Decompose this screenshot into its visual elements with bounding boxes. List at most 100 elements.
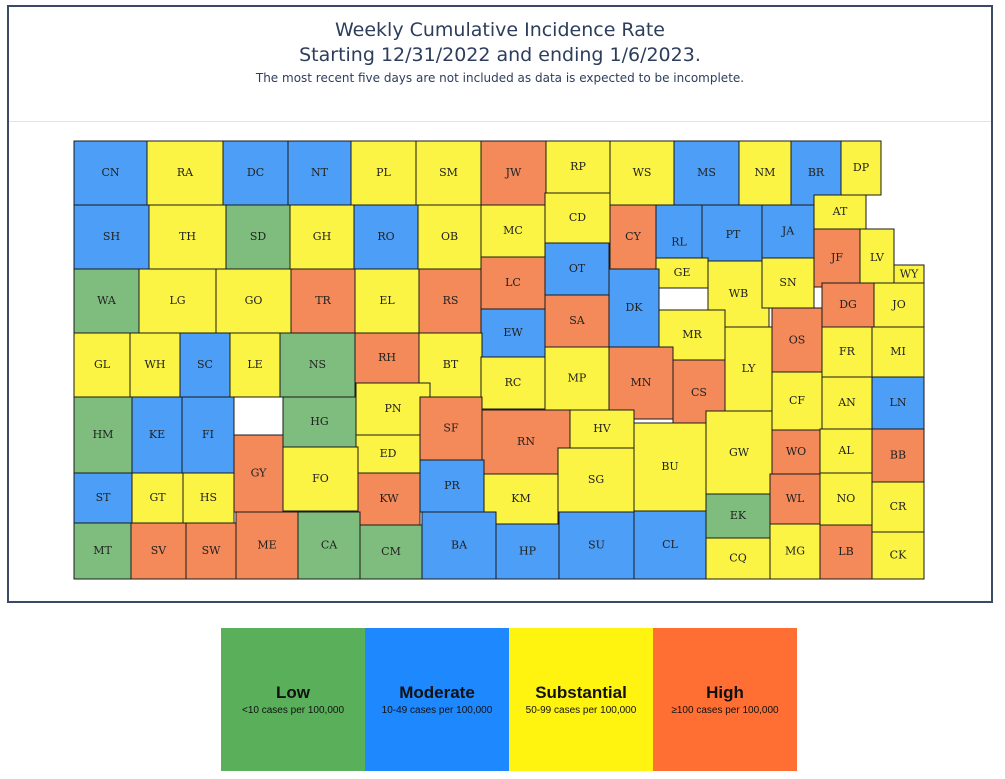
county-sv: SV: [130, 522, 187, 580]
county-cy: CY: [609, 204, 657, 270]
county-tr: TR: [290, 268, 356, 334]
county-shape: [480, 204, 546, 258]
county-jf: JF: [813, 228, 861, 288]
county-ws: WS: [609, 140, 675, 206]
county-ob: OB: [417, 204, 482, 270]
county-label: HV: [593, 422, 612, 435]
county-shape: [769, 523, 821, 580]
county-shape: [355, 434, 421, 474]
county-fo: FO: [282, 446, 359, 512]
county-shape: [359, 524, 423, 580]
county-cm: CM: [359, 524, 423, 580]
county-go: GO: [215, 268, 292, 334]
county-rs: RS: [418, 268, 483, 334]
county-label: JW: [505, 166, 522, 179]
county-ck: CK: [871, 531, 925, 580]
county-ms: MS: [673, 140, 740, 206]
county-sw: SW: [185, 522, 237, 580]
county-label: SV: [151, 544, 168, 557]
county-label: LE: [247, 358, 262, 371]
county-mc: MC: [480, 204, 546, 258]
county-label: KE: [149, 428, 165, 441]
county-shape: [705, 410, 773, 496]
county-sd: SD: [225, 204, 291, 270]
county-shape: [705, 537, 771, 580]
county-label: RP: [570, 160, 586, 173]
county-lb: LB: [819, 524, 873, 580]
county-ge: GE: [655, 257, 709, 289]
county-label: GE: [674, 266, 691, 279]
county-label: MN: [631, 376, 652, 389]
county-jo: JO: [873, 282, 925, 328]
county-sn: SN: [761, 257, 815, 309]
county-label: BT: [443, 358, 459, 371]
county-label: GY: [251, 467, 268, 480]
county-label: OT: [569, 262, 586, 275]
county-ra: RA: [146, 140, 224, 206]
county-label: TR: [315, 294, 331, 307]
county-shape: [73, 204, 150, 270]
county-rh: RH: [354, 332, 420, 384]
county-label: CN: [101, 166, 119, 179]
county-rn: RN: [481, 409, 571, 475]
county-shape: [821, 376, 873, 430]
county-ke: KE: [131, 396, 183, 474]
county-shape: [771, 371, 823, 431]
county-shape: [480, 308, 546, 358]
legend-low: Low <10 cases per 100,000: [221, 628, 365, 771]
county-cd: CD: [544, 192, 611, 244]
map-header: Weekly Cumulative Incidence Rate Startin…: [9, 7, 991, 122]
county-label: SN: [779, 276, 797, 289]
county-shape: [480, 140, 547, 206]
county-shape: [673, 140, 740, 206]
county-shape: [229, 332, 281, 398]
county-th: TH: [148, 204, 227, 270]
county-label: RN: [517, 435, 535, 448]
county-label: AL: [837, 444, 854, 457]
county-label: SW: [202, 544, 222, 557]
county-ly: LY: [724, 326, 773, 412]
county-hp: HP: [495, 523, 560, 580]
county-label: SM: [439, 166, 458, 179]
county-label: HS: [200, 491, 217, 504]
county-su: SU: [558, 511, 635, 580]
county-shape: [813, 194, 867, 230]
county-gw: GW: [705, 410, 773, 496]
county-le: LE: [229, 332, 281, 398]
county-label: FO: [312, 472, 329, 485]
county-label: OS: [789, 334, 806, 347]
county-label: SG: [588, 473, 604, 486]
county-sf: SF: [419, 396, 483, 461]
county-label: WL: [786, 492, 805, 505]
county-me: ME: [235, 511, 299, 580]
county-gt: GT: [131, 472, 184, 524]
county-cq: CQ: [705, 537, 771, 580]
county-shape: [287, 140, 352, 206]
county-wy: WY: [893, 264, 925, 285]
county-label: GO: [245, 294, 263, 307]
county-label: SF: [443, 422, 459, 435]
county-shape: [297, 511, 361, 580]
county-label: FI: [202, 428, 214, 441]
county-shape: [569, 409, 635, 449]
county-label: MP: [568, 372, 587, 385]
county-label: HM: [93, 428, 114, 441]
county-shape: [633, 422, 707, 512]
county-label: GT: [149, 491, 166, 504]
county-label: WO: [786, 445, 806, 458]
county-st: ST: [73, 472, 133, 524]
county-mi: MI: [871, 326, 925, 378]
county-ca: CA: [297, 511, 361, 580]
county-label: RS: [443, 294, 459, 307]
county-mn: MN: [608, 346, 674, 420]
county-label: JF: [830, 251, 843, 264]
county-label: DG: [839, 298, 857, 311]
county-shape: [859, 228, 895, 288]
county-label: EL: [379, 294, 395, 307]
county-shape: [354, 268, 420, 334]
county-mg: MG: [769, 523, 821, 580]
county-label: CD: [569, 211, 586, 224]
county-dp: DP: [840, 140, 882, 196]
county-kw: KW: [357, 472, 421, 526]
county-bb: BB: [871, 428, 925, 483]
